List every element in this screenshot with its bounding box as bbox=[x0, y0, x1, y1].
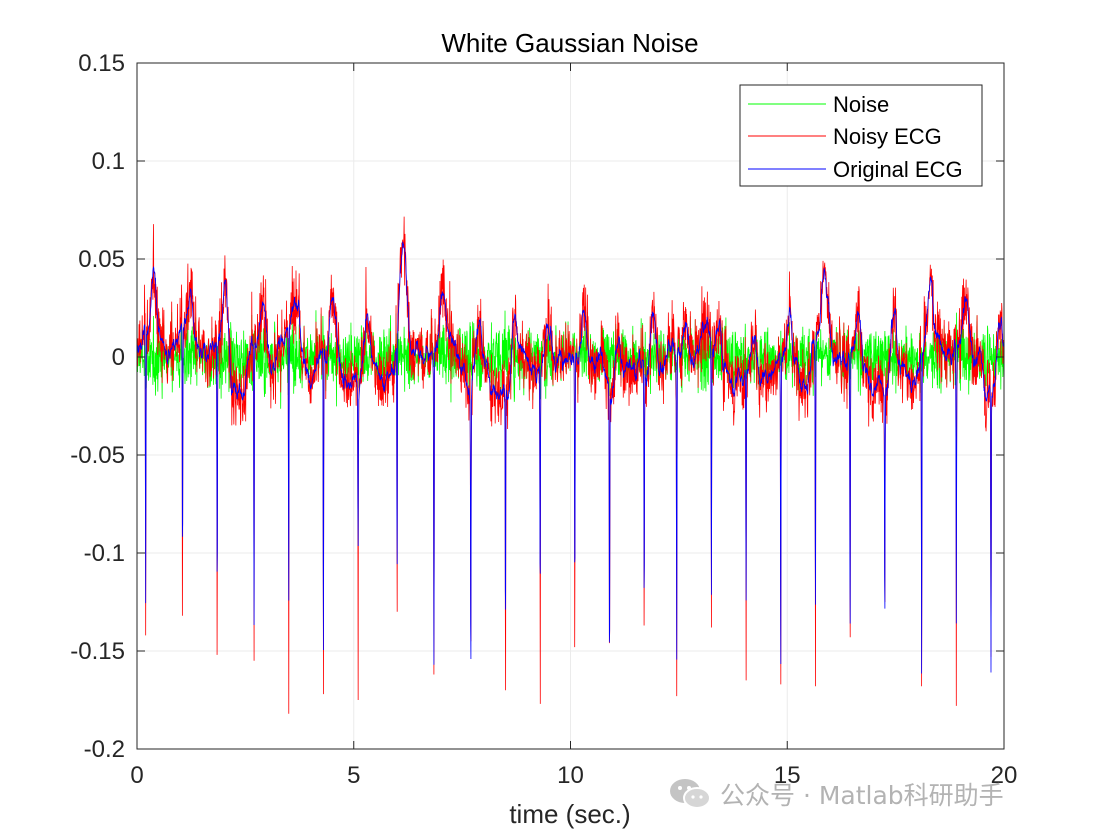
wechat-icon bbox=[670, 779, 711, 809]
watermark-text: 公众号 · Matlab科研助手 bbox=[720, 781, 1004, 810]
legend-label-noisy-ecg: Noisy ECG bbox=[833, 124, 942, 149]
x-axis-label: time (sec.) bbox=[509, 799, 630, 829]
x-tick-label: 15 bbox=[774, 762, 801, 789]
series-line-noisy-ecg bbox=[136, 216, 1005, 714]
y-tick-label: -0.05 bbox=[70, 442, 125, 469]
y-tick-label: 0.1 bbox=[92, 148, 125, 175]
x-tick-label: 10 bbox=[557, 762, 584, 789]
x-tick-label: 20 bbox=[991, 762, 1018, 789]
x-tick-label: 5 bbox=[347, 762, 360, 789]
y-tick-label: 0 bbox=[112, 344, 125, 371]
series-group bbox=[136, 216, 1005, 714]
y-tick-label: 0.05 bbox=[78, 246, 125, 273]
y-tick-label: -0.2 bbox=[84, 736, 125, 763]
chart-title: White Gaussian Noise bbox=[441, 28, 698, 58]
legend-label-noise: Noise bbox=[833, 92, 889, 117]
legend-label-original-ecg: Original ECG bbox=[833, 157, 963, 182]
legend: Noise Noisy ECG Original ECG bbox=[739, 84, 983, 187]
series-line-original-ecg bbox=[136, 241, 1005, 674]
y-tick-label: -0.15 bbox=[70, 638, 125, 665]
x-tick-label: 0 bbox=[130, 762, 143, 789]
y-tick-label: -0.1 bbox=[84, 540, 125, 567]
y-axis: 0.15 0.1 0.05 0 -0.05 -0.1 -0.15 -0.2 bbox=[70, 50, 1004, 763]
x-axis: 0 5 10 15 20 bbox=[130, 63, 1017, 789]
watermark: 公众号 · Matlab科研助手 bbox=[668, 776, 1004, 812]
y-tick-label: 0.15 bbox=[78, 50, 125, 77]
